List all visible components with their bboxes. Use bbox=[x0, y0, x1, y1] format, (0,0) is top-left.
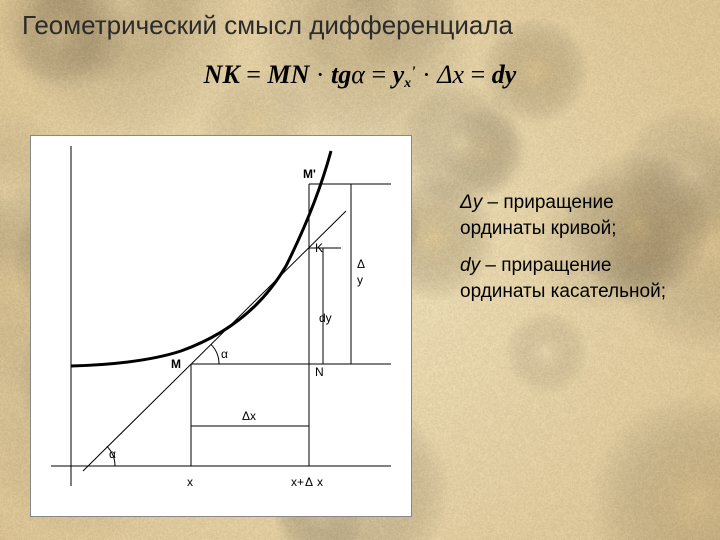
svg-text:Δx: Δx bbox=[242, 409, 256, 423]
page-title: Геометрический смысл дифференциала bbox=[22, 10, 513, 41]
diagram: MM'KNdyΔyΔxααxx+Δx bbox=[30, 135, 412, 517]
formula: NK = MN · tgα = yx' · Δx = dy bbox=[0, 60, 720, 92]
svg-text:y: y bbox=[357, 273, 363, 287]
svg-text:M: M bbox=[171, 357, 181, 371]
svg-text:N: N bbox=[315, 365, 324, 379]
explanation-text: Δy – приращение ординаты кривой; dy – пр… bbox=[460, 190, 700, 305]
svg-text:K: K bbox=[315, 241, 323, 255]
svg-text:x: x bbox=[187, 475, 193, 489]
slide: Геометрический смысл дифференциала NK = … bbox=[0, 0, 720, 540]
diagram-svg: MM'KNdyΔyΔxααxx+Δx bbox=[31, 136, 411, 516]
svg-text:M': M' bbox=[303, 167, 316, 181]
svg-text:Δ: Δ bbox=[305, 475, 313, 489]
svg-text:α: α bbox=[109, 447, 116, 461]
svg-text:Δ: Δ bbox=[357, 257, 365, 271]
svg-text:dy: dy bbox=[319, 311, 332, 325]
svg-text:x: x bbox=[317, 475, 323, 489]
svg-text:α: α bbox=[221, 347, 228, 361]
svg-text:x+: x+ bbox=[291, 475, 304, 489]
